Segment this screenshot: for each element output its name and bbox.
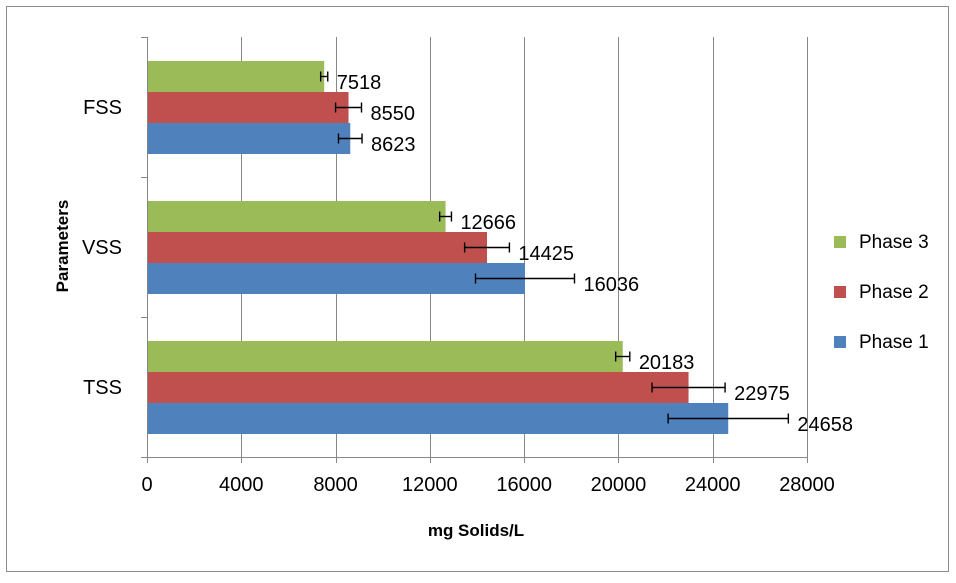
error-bar: [614, 351, 631, 362]
x-tick-label: 0: [141, 474, 152, 496]
data-label: 8623: [371, 134, 416, 156]
error-bar: [667, 413, 790, 424]
bar-vss-phase-3: [147, 201, 446, 232]
data-label: 7518: [337, 72, 382, 94]
legend-item: Phase 2: [834, 282, 929, 303]
legend-item: Phase 1: [834, 332, 929, 353]
x-tick-label: 24000: [685, 474, 741, 496]
data-label: 16036: [583, 274, 639, 296]
bar-vss-phase-2: [147, 232, 488, 263]
tick-labels: FSS VSS TSS 0 4000 8000 12000 16000 20000 24000 28…: [82, 97, 835, 496]
error-bar: [438, 211, 453, 222]
bar-tss-phase-1: [147, 403, 729, 434]
category-label: FSS: [83, 97, 122, 119]
bar-tss-phase-3: [147, 341, 623, 372]
x-tick-label: 16000: [496, 474, 552, 496]
legend-label: Phase 1: [859, 332, 929, 353]
legend-item: Phase 3: [834, 232, 929, 253]
x-tick-label: 12000: [402, 474, 458, 496]
legend-label: Phase 3: [859, 232, 929, 253]
data-label: 8550: [371, 103, 416, 125]
legend-swatch: [834, 286, 846, 298]
error-bars: [319, 71, 790, 424]
x-axis-title: mg Solids/L: [428, 521, 524, 540]
data-label: 12666: [460, 212, 516, 234]
data-label: 22975: [734, 383, 790, 405]
bar-fss-phase-2: [147, 92, 349, 123]
bar-vss-phase-1: [147, 263, 525, 294]
legend-swatch: [834, 236, 846, 248]
category-label: TSS: [83, 377, 122, 399]
error-bar: [474, 273, 576, 284]
bar-fss-phase-3: [147, 61, 325, 92]
bar-fss-phase-1: [147, 123, 351, 154]
error-bar: [319, 71, 329, 82]
error-bar: [337, 133, 363, 144]
data-label: 24658: [797, 414, 853, 436]
error-bar: [334, 102, 363, 113]
error-bar: [463, 242, 511, 253]
bar-tss-phase-2: [147, 372, 689, 403]
x-tick-label: 8000: [313, 474, 358, 496]
legend-swatch: [834, 336, 846, 348]
x-tick-label: 4000: [219, 474, 264, 496]
category-label: VSS: [82, 237, 122, 259]
x-tick-label: 28000: [779, 474, 835, 496]
bars: [147, 61, 729, 434]
data-label: 14425: [518, 243, 574, 265]
legend-label: Phase 2: [859, 282, 929, 303]
data-label: 20183: [639, 352, 695, 374]
x-tick-label: 20000: [591, 474, 647, 496]
axes: [141, 37, 808, 463]
y-axis-title: Parameters: [53, 200, 72, 293]
legend: Phase 3 Phase 2 Phase 1: [834, 232, 929, 353]
error-bar: [651, 382, 726, 393]
